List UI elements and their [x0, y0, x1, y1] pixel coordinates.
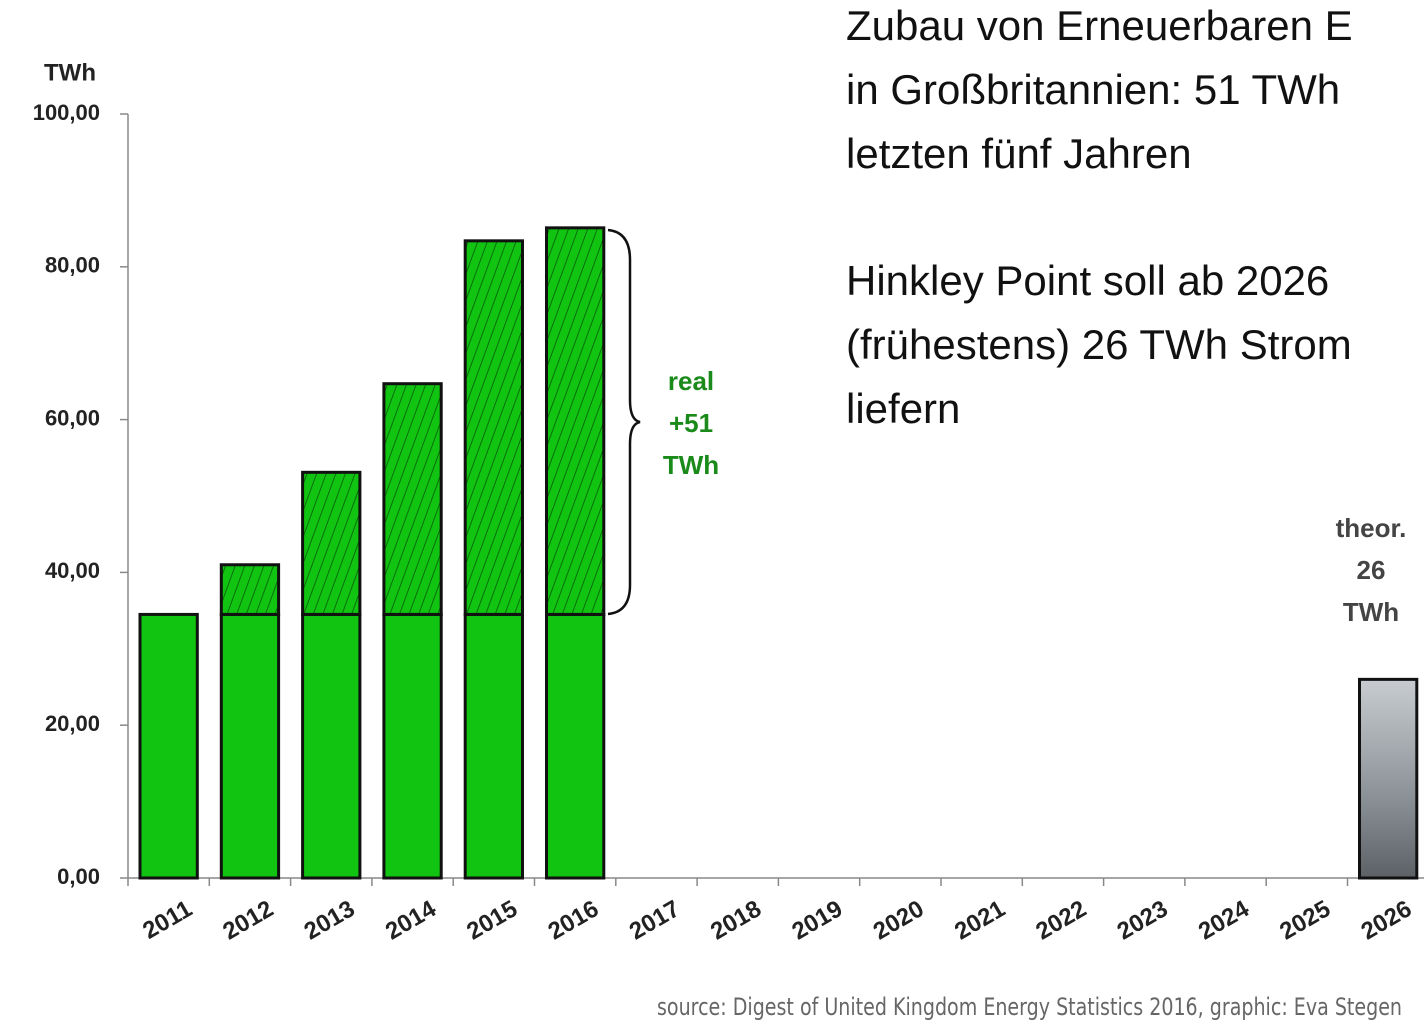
x-tick-label: 2014 [381, 895, 441, 945]
x-tick-label: 2013 [300, 895, 360, 945]
annotation: theor. [1336, 513, 1407, 543]
chart-subtitle: liefern [846, 385, 960, 432]
annotation: TWh [1343, 597, 1399, 627]
y-tick-label: 60,00 [45, 405, 100, 430]
annotation: real [668, 366, 714, 396]
title-box [825, 0, 1424, 440]
x-tick-label: 2015 [462, 895, 522, 945]
bar [1358, 677, 1419, 880]
x-tick-label: 2026 [1357, 895, 1417, 945]
bar [138, 612, 199, 880]
x-tick-label: 2016 [544, 895, 604, 945]
x-tick-label: 2021 [950, 895, 1010, 945]
chart-title: letzten fünf Jahren [846, 130, 1192, 177]
bar [301, 470, 362, 616]
x-tick-label: 2022 [1031, 895, 1091, 945]
x-tick-label: 2012 [218, 895, 278, 945]
bar [301, 612, 362, 880]
bar [545, 226, 606, 616]
x-tick-label: 2017 [625, 895, 685, 945]
x-tick-label: 2018 [706, 895, 766, 945]
x-tick-label: 2023 [1113, 895, 1173, 945]
bar [382, 382, 443, 616]
chart-subtitle: Hinkley Point soll ab 2026 [846, 257, 1329, 304]
source: source: Digest of United Kingdom Energy … [657, 993, 1402, 1021]
x-tick-label: 2024 [1194, 895, 1254, 945]
annotation: +51 [669, 408, 713, 438]
annotation: TWh [663, 450, 719, 480]
annotation: 26 [1357, 555, 1386, 585]
bar [382, 612, 443, 880]
y-tick-label: 80,00 [45, 253, 100, 278]
bar [219, 563, 281, 616]
y-tick-label: 20,00 [45, 711, 100, 736]
y-tick-label: 0,00 [57, 864, 100, 889]
brace [607, 228, 641, 616]
x-tick-label: 2020 [869, 895, 929, 945]
bar [463, 239, 525, 616]
chart-subtitle: (frühestens) 26 TWh Strom [846, 321, 1352, 368]
bar [219, 612, 281, 880]
x-tick-label: 2025 [1275, 895, 1335, 945]
x-tick-label: 2019 [787, 895, 847, 945]
y-tick-label: 40,00 [45, 558, 100, 583]
bar [463, 612, 525, 880]
chart-title: in Großbritannien: 51 TWh [846, 66, 1340, 113]
chart-title: Zubau von Erneuerbaren E [846, 2, 1353, 49]
x-tick-label: 2011 [138, 895, 197, 944]
y-tick-label: 100,00 [33, 100, 100, 125]
y-axis-label: TWh [44, 59, 96, 86]
bar [545, 612, 606, 880]
